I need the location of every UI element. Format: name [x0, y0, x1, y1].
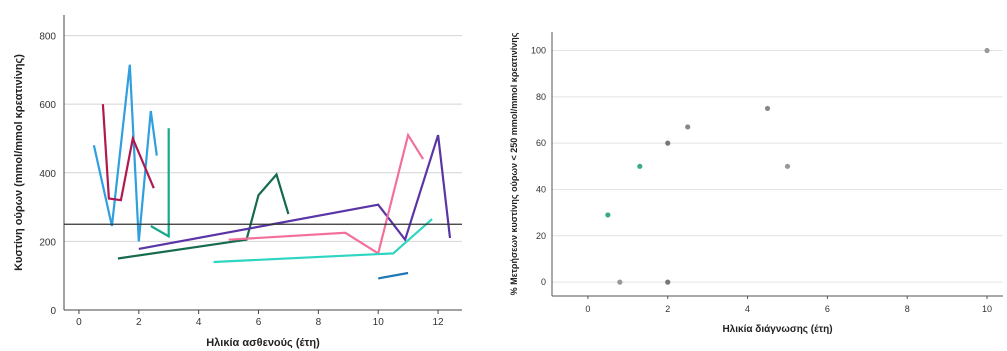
- left-y-tick-label: 400: [39, 169, 56, 180]
- left-series-line-3: [150, 128, 170, 239]
- scatter-point: [665, 140, 671, 146]
- left-y-tick-label: 0: [50, 306, 56, 317]
- right-x-tick-label: 4: [745, 304, 750, 314]
- right-x-tick-label: 2: [665, 304, 670, 314]
- right-x-tick-label: 8: [905, 304, 910, 314]
- left-x-tick-label: 4: [196, 317, 202, 328]
- right-x-tick-label: 0: [585, 304, 590, 314]
- right-y-tick-label: 80: [536, 92, 546, 102]
- left-series-line-6: [228, 132, 425, 256]
- left-x-tick-label: 10: [373, 317, 385, 328]
- left-series-line-1: [92, 64, 158, 242]
- scatter-point: [617, 279, 623, 285]
- percent-below-threshold-chart: 0 20 40 60 80 100 0 2 4 6 8 10 Ηλικία διάγνωσης (έτη…: [509, 32, 1003, 335]
- scatter-point: [665, 279, 671, 285]
- right-y-axis-title: % Μετρήσεων κυστίνης ούρων < 250 mmol/mm…: [509, 32, 519, 295]
- left-x-tick-label: 12: [432, 317, 444, 328]
- left-series-line-8: [378, 271, 409, 280]
- left-x-tick-label: 0: [76, 317, 82, 328]
- right-y-tick-label: 60: [536, 138, 546, 148]
- left-y-tick-label: 600: [39, 100, 56, 111]
- left-series-line-7: [213, 218, 433, 264]
- right-y-tick-label: 40: [536, 184, 546, 194]
- scatter-point: [637, 163, 643, 169]
- right-y-tick-label: 100: [531, 46, 546, 56]
- left-x-tick-label: 8: [316, 317, 322, 328]
- scatter-point: [605, 212, 611, 218]
- right-y-tick-label: 20: [536, 231, 546, 241]
- left-series-line-2: [101, 104, 155, 202]
- left-series-line-5: [138, 134, 452, 250]
- scatter-point: [685, 124, 691, 130]
- left-x-tick-label: 2: [136, 317, 142, 328]
- scatter-point: [784, 163, 791, 169]
- right-x-tick-label: 6: [825, 304, 830, 314]
- scatter-point: [764, 105, 771, 112]
- scatter-point: [984, 47, 990, 54]
- left-y-axis-title: Κυστίνη ούρων (mmol/mmol κρεατινίνης): [13, 54, 25, 271]
- left-y-tick-label: 200: [39, 237, 56, 248]
- left-series-line-4: [117, 172, 290, 260]
- cystine-over-age-chart: 0 200 400 600 800 0 2 4 6 8 10 12 Ηλικία ασθενούς (έ…: [13, 15, 462, 349]
- right-x-axis-title: Ηλικία διάγνωσης (έτη): [722, 324, 832, 335]
- right-y-tick-label: 0: [541, 277, 546, 287]
- right-x-tick-label: 10: [982, 304, 992, 314]
- left-x-tick-label: 6: [256, 317, 262, 328]
- left-x-axis-title: Ηλικία ασθενούς (έτη): [206, 337, 320, 349]
- left-y-tick-label: 800: [39, 32, 56, 43]
